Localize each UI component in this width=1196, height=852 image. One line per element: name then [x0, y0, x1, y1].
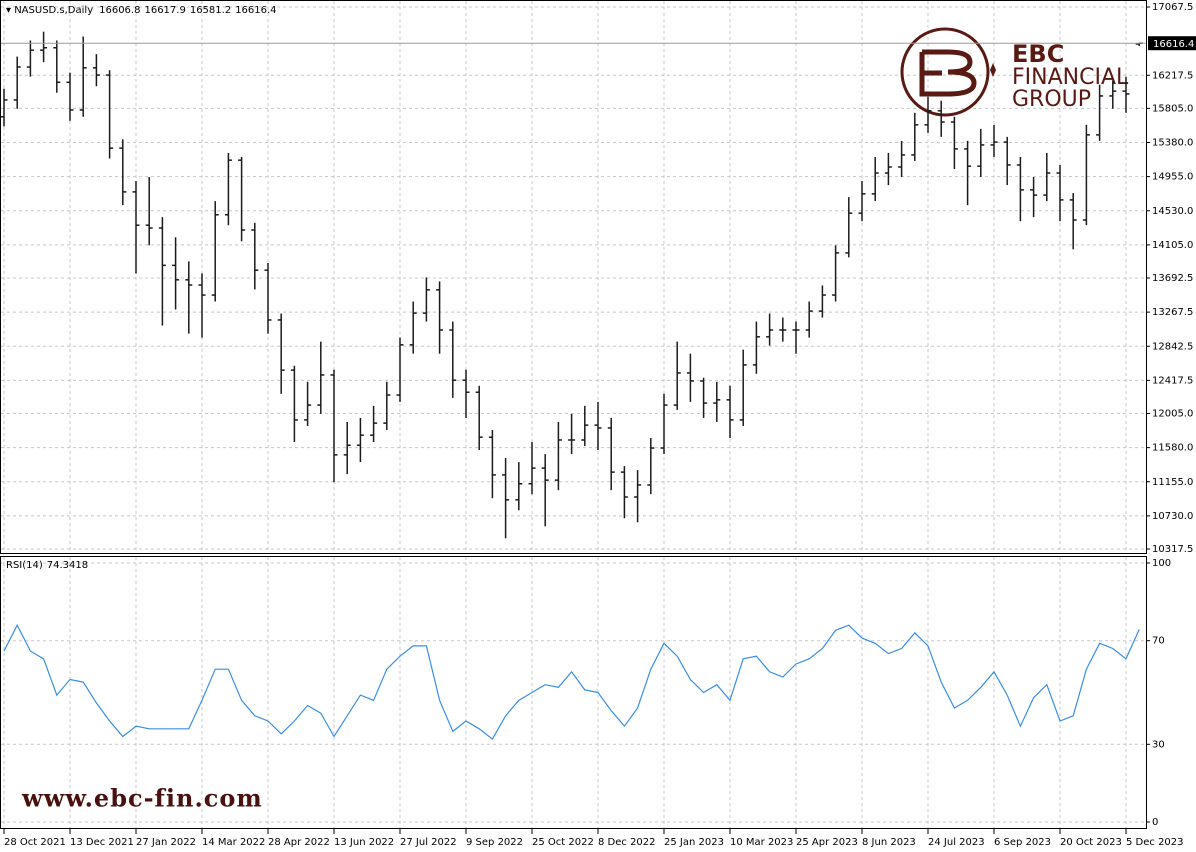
logo-star	[990, 63, 996, 77]
y-tick-label: 13692.5	[1152, 273, 1193, 284]
x-tick-label: 25 Oct 2022	[532, 837, 594, 848]
y-tick-label: 12842.5	[1152, 341, 1193, 352]
y-tick-label: 12005.0	[1152, 409, 1193, 420]
x-tick-label: 20 Oct 2023	[1060, 837, 1122, 848]
logo-ring	[900, 27, 990, 117]
close: 16616.4	[235, 5, 276, 16]
logo-mark	[919, 49, 977, 97]
y-tick-label: 14105.0	[1152, 240, 1193, 251]
x-tick-label: 28 Apr 2022	[268, 837, 330, 848]
y-tick-label: 30	[1152, 739, 1165, 750]
price-header: ▾ NASUSD.s,Daily 16606.8 16617.9 16581.2 166…	[6, 5, 277, 16]
x-tick-label: 9 Sep 2022	[466, 837, 523, 848]
y-tick-label: 11155.0	[1152, 477, 1193, 488]
x-tick-label: 13 Dec 2021	[70, 837, 134, 848]
last-price-label: 16616.4	[1153, 39, 1194, 50]
y-tick-label: 15380.0	[1152, 138, 1193, 149]
x-tick-label: 10 Mar 2023	[730, 837, 793, 848]
grid	[1, 1, 1146, 828]
brand-line: GROUP	[1012, 87, 1091, 112]
rsi-value: 74.3418	[47, 560, 88, 571]
rsi-line	[3, 623, 1140, 741]
website: www.ebc-fin.com	[21, 784, 263, 813]
x-tick-label: 5 Dec 2023	[1126, 837, 1184, 848]
header-triangle: ▾	[6, 5, 14, 16]
y-tick-label: 100	[1152, 558, 1171, 569]
y-tick-label: 0	[1152, 817, 1158, 828]
x-tick-label: 28 Oct 2021	[4, 837, 66, 848]
y-tick-label: 13267.5	[1152, 307, 1193, 318]
x-tick-label: 8 Dec 2022	[598, 837, 656, 848]
x-tick-label: 27 Jul 2022	[400, 837, 457, 848]
low: 16581.2	[190, 5, 231, 16]
x-tick-label: 27 Jan 2022	[136, 837, 196, 848]
y-tick-label: 12417.5	[1152, 375, 1193, 386]
brand: EBC	[1012, 40, 1064, 68]
marks	[0, 31, 1146, 741]
y-tick-label: 10317.5	[1152, 544, 1193, 555]
x-tick-label: 25 Apr 2023	[796, 837, 858, 848]
rsi-title: RSI(14)	[6, 560, 43, 571]
open: 16606.8	[99, 5, 140, 16]
y-tick-label: 70	[1152, 636, 1165, 647]
y-tick-label: 14530.0	[1152, 206, 1193, 217]
rsi-frame	[0, 556, 1147, 829]
price-frame	[0, 0, 1147, 554]
watermark-logo: EBC FINANCIAL GROUP	[900, 27, 1129, 117]
x-tick-label: 6 Sep 2023	[994, 837, 1051, 848]
x-tick-label: 8 Jun 2023	[862, 837, 916, 848]
rsi-header: RSI(14) 74.3418	[6, 560, 88, 571]
x-tick-label: 25 Jan 2023	[664, 837, 724, 848]
x-tick-label: 13 Jun 2022	[334, 837, 394, 848]
y-tick-label: 16217.5	[1152, 70, 1193, 81]
x-tick-label: 14 Mar 2022	[202, 837, 265, 848]
y-tick-label: 17067.5	[1152, 2, 1193, 13]
y-tick-label: 14955.0	[1152, 172, 1193, 183]
high: 16617.9	[144, 5, 185, 16]
last-price-box	[1148, 36, 1196, 51]
x-tick-label: 24 Jul 2023	[928, 837, 985, 848]
y-tick-label: 15805.0	[1152, 103, 1193, 114]
y-tick-label: 10730.0	[1152, 511, 1193, 522]
symbol: NASUSD.s,Daily	[14, 5, 93, 16]
brand-line: FINANCIAL	[1012, 65, 1129, 90]
y-tick-label: 11580.0	[1152, 443, 1193, 454]
